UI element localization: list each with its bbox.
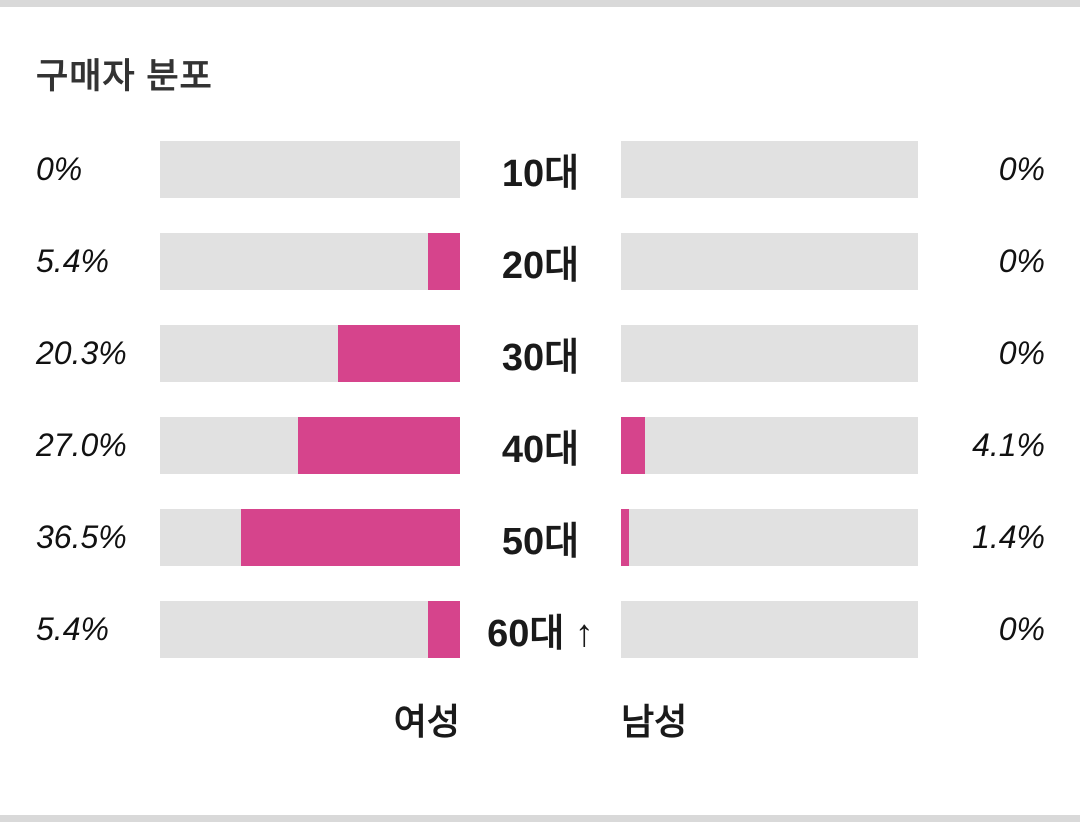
female-bar-track: [160, 601, 460, 658]
male-value-label: 0%: [998, 335, 1045, 371]
male-bar-fill: [621, 509, 630, 566]
female-bar-track: [160, 233, 460, 290]
male-bar-track: [621, 509, 918, 566]
chart-row-30s: 20.3% 30대 0%: [36, 325, 1045, 382]
male-bar-track: [621, 601, 918, 658]
spacer: [460, 693, 621, 745]
female-bar-fill: [338, 325, 460, 382]
age-group-label: 60대 ↑: [487, 613, 594, 655]
chart-row-50s: 36.5% 50대 1.4%: [36, 509, 1045, 566]
female-bar-track: [160, 325, 460, 382]
male-value-label: 0%: [998, 611, 1045, 647]
male-value-label: 4.1%: [972, 427, 1045, 463]
female-value-label: 5.4%: [36, 611, 109, 647]
spacer: [918, 693, 1045, 745]
female-value-label: 20.3%: [36, 335, 127, 371]
female-legend-label: 여성: [393, 701, 460, 742]
bottom-divider: [0, 815, 1080, 822]
female-value-label: 0%: [36, 151, 83, 187]
age-group-label: 40대: [501, 429, 580, 471]
female-bar-fill: [298, 417, 460, 474]
male-bar-track: [621, 141, 918, 198]
chart-row-40s: 27.0% 40대 4.1%: [36, 417, 1045, 474]
age-group-label: 50대: [501, 521, 580, 563]
gender-legend: 여성 남성: [0, 693, 1080, 745]
female-bar-fill: [241, 509, 460, 566]
chart-row-20s: 5.4% 20대 0%: [36, 233, 1045, 290]
male-bar-track: [621, 417, 918, 474]
male-legend-label: 남성: [621, 701, 688, 742]
top-divider: [0, 0, 1080, 7]
female-bar-fill: [427, 233, 460, 290]
female-value-label: 27.0%: [36, 427, 127, 463]
chart-row-60s-plus: 5.4% 60대 ↑ 0%: [36, 601, 1045, 658]
male-value-label: 1.4%: [972, 519, 1045, 555]
chart-title: 구매자 분포: [36, 57, 213, 96]
age-group-label: 20대: [501, 245, 580, 287]
chart-rows: 0% 10대 0% 5.4% 20대 0% 20.3%: [0, 141, 1080, 658]
male-value-label: 0%: [998, 243, 1045, 279]
male-bar-fill: [621, 417, 646, 474]
chart-row-10s: 0% 10대 0%: [36, 141, 1045, 198]
female-value-label: 36.5%: [36, 519, 127, 555]
female-bar-track: [160, 417, 460, 474]
male-bar-track: [621, 233, 918, 290]
female-bar-track: [160, 509, 460, 566]
spacer: [36, 693, 160, 745]
age-group-label: 10대: [501, 153, 580, 195]
female-value-label: 5.4%: [36, 243, 109, 279]
male-value-label: 0%: [998, 151, 1045, 187]
female-bar-fill: [427, 601, 460, 658]
female-bar-track: [160, 141, 460, 198]
male-bar-track: [621, 325, 918, 382]
age-group-label: 30대: [501, 337, 580, 379]
